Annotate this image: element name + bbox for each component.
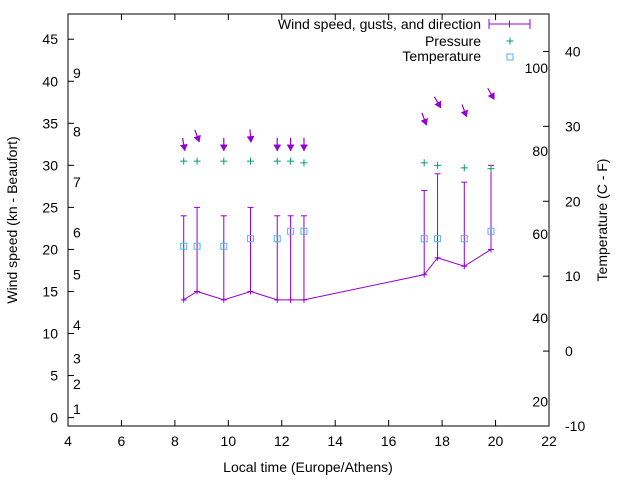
beaufort-label: 6 bbox=[73, 225, 81, 241]
y2-tick-label: 20 bbox=[565, 193, 581, 209]
y-tick-label: 5 bbox=[50, 368, 58, 384]
legend-key-wind bbox=[488, 19, 531, 29]
x-tick-label: 10 bbox=[221, 433, 237, 449]
beaufort-label: 4 bbox=[73, 317, 81, 333]
y-tick-label: 35 bbox=[42, 115, 58, 131]
direction-arrow-head bbox=[246, 135, 255, 143]
x-tick-label: 14 bbox=[327, 433, 343, 449]
y-tick-label: 15 bbox=[42, 283, 58, 299]
fahrenheit-label: 20 bbox=[532, 393, 548, 409]
direction-arrow-head bbox=[286, 144, 295, 152]
beaufort-label: 5 bbox=[73, 267, 81, 283]
legend-key-temperature bbox=[506, 53, 514, 61]
x-tick-label: 18 bbox=[434, 433, 450, 449]
marker-series bbox=[180, 157, 495, 250]
pressure-point bbox=[434, 161, 442, 169]
legend-label-temperature: Temperature bbox=[402, 48, 481, 64]
x-tick-label: 8 bbox=[171, 433, 179, 449]
beaufort-label: 2 bbox=[73, 376, 81, 392]
temperature-point bbox=[420, 235, 428, 243]
temperature-point bbox=[300, 227, 308, 235]
legend-label-wind: Wind speed, gusts, and direction bbox=[278, 16, 481, 32]
pressure-point bbox=[193, 157, 201, 165]
pressure-point bbox=[420, 159, 428, 167]
fahrenheit-label: 100 bbox=[525, 60, 549, 76]
y-tick-label: 10 bbox=[42, 326, 58, 342]
y-tick-label: 25 bbox=[42, 199, 58, 215]
x-tick-label: 20 bbox=[488, 433, 504, 449]
temperature-point bbox=[460, 235, 468, 243]
x-axis-label: Local time (Europe/Athens) bbox=[223, 459, 393, 475]
y2-tick-label: 0 bbox=[565, 343, 573, 359]
beaufort-label: 7 bbox=[73, 174, 81, 190]
y2-tick-label: 40 bbox=[565, 43, 581, 59]
y2-tick-label: -10 bbox=[565, 418, 585, 434]
y2-axis-label: Temperature (C - F) bbox=[594, 159, 610, 282]
legend: Wind speed, gusts, and direction Pressur… bbox=[278, 16, 531, 64]
temperature-point bbox=[287, 227, 295, 235]
y-tick-label: 40 bbox=[42, 73, 58, 89]
wind-speed-line bbox=[183, 249, 492, 301]
direction-arrow-head bbox=[434, 100, 442, 109]
pressure-point bbox=[300, 159, 308, 167]
fahrenheit-label: 80 bbox=[532, 143, 548, 159]
legend-key-pressure bbox=[506, 37, 514, 45]
temperature-point bbox=[434, 235, 442, 243]
legend-label-pressure: Pressure bbox=[425, 33, 481, 49]
beaufort-label: 1 bbox=[73, 401, 81, 417]
pressure-point bbox=[247, 157, 255, 165]
beaufort-label: 3 bbox=[73, 351, 81, 367]
direction-arrow-head bbox=[273, 144, 282, 152]
fahrenheit-label: 60 bbox=[532, 226, 548, 242]
pressure-point bbox=[273, 157, 281, 165]
plot-frame bbox=[67, 13, 550, 427]
pressure-point bbox=[220, 157, 228, 165]
pressure-point bbox=[180, 157, 188, 165]
temperature-point bbox=[273, 235, 281, 243]
temperature-point bbox=[487, 227, 495, 235]
y-tick-label: 45 bbox=[42, 31, 58, 47]
temperature-point bbox=[220, 242, 228, 250]
direction-arrow-head bbox=[420, 117, 428, 126]
pressure-point bbox=[287, 157, 295, 165]
x-tick-label: 16 bbox=[381, 433, 397, 449]
direction-arrow-head bbox=[219, 144, 228, 152]
temperature-point bbox=[180, 242, 188, 250]
temperature-point bbox=[193, 242, 201, 250]
x-tick-label: 6 bbox=[118, 433, 126, 449]
x-tick-label: 12 bbox=[274, 433, 290, 449]
beaufort-label: 8 bbox=[73, 124, 81, 140]
y-tick-label: 30 bbox=[42, 157, 58, 173]
pressure-point bbox=[487, 165, 495, 173]
y-axis-label: Wind speed (kn - Beaufort) bbox=[4, 136, 20, 303]
y2-tick-label: 30 bbox=[565, 118, 581, 134]
y2-tick-label: 10 bbox=[565, 268, 581, 284]
wind-series bbox=[179, 87, 495, 303]
x-tick-label: 22 bbox=[541, 433, 557, 449]
temperature-point bbox=[247, 235, 255, 243]
y-tick-label: 0 bbox=[50, 410, 58, 426]
direction-arrow-head bbox=[460, 109, 469, 118]
fahrenheit-label: 40 bbox=[532, 310, 548, 326]
direction-arrow-head bbox=[487, 92, 495, 100]
beaufort-label: 9 bbox=[73, 65, 81, 81]
direction-arrow-head bbox=[300, 144, 308, 152]
x-tick-label: 4 bbox=[64, 433, 72, 449]
direction-arrow-head bbox=[179, 143, 188, 152]
y-tick-label: 20 bbox=[42, 241, 58, 257]
pressure-point bbox=[460, 164, 468, 172]
direction-arrow-head bbox=[193, 134, 201, 143]
axis-ticks: 4 6 8 10 12 14 16 18 20 22051015202530354045-1001… bbox=[42, 14, 585, 449]
